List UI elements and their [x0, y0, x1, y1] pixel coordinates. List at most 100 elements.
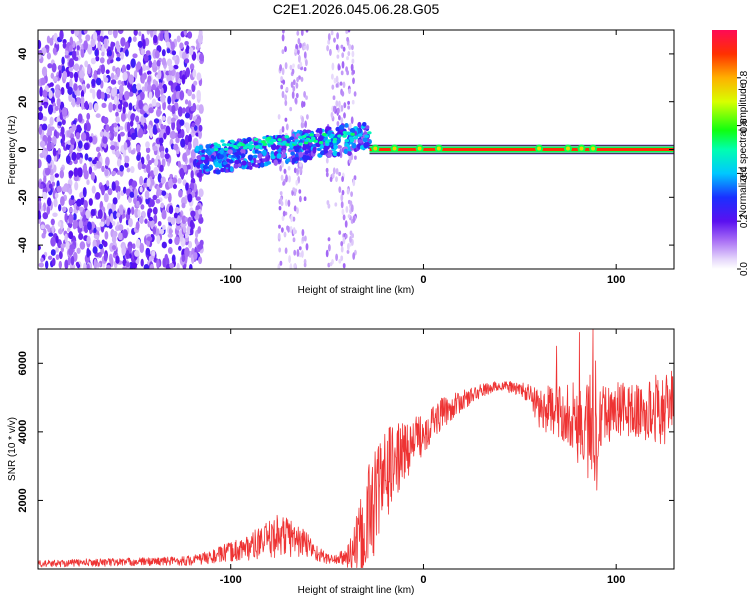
spectrogram-cell — [197, 243, 204, 250]
spectrogram-cell — [142, 63, 147, 72]
spectrogram-cell — [349, 235, 352, 243]
spectrogram-cell — [103, 38, 108, 49]
spectrogram-cell — [110, 140, 115, 147]
spectrogram-cell — [98, 251, 102, 258]
spectrogram-cell — [352, 215, 356, 224]
spectrogram-cell — [140, 48, 145, 56]
spectrogram-cell — [143, 263, 150, 269]
spectrogram-cell — [303, 66, 307, 72]
snr-x-tick-label: -100 — [220, 574, 242, 586]
spectrogram-cell — [186, 122, 190, 133]
spectrogram-cell — [90, 208, 96, 217]
spectrogram-cell — [182, 226, 187, 233]
spectrogram-cell — [221, 143, 227, 147]
spectrogram-cell — [220, 147, 224, 155]
spectrogram-cell — [56, 185, 62, 193]
spectrogram-cell — [290, 151, 295, 156]
spectrogram-cell — [293, 263, 297, 269]
spectrogram-cell — [292, 63, 295, 68]
spectrogram-cell — [302, 145, 307, 151]
spectrogram-cell — [71, 97, 76, 108]
spectrogram-cell — [111, 87, 117, 97]
spectrogram-cell — [40, 77, 46, 86]
spectrogram-cell — [284, 117, 288, 122]
spectrogram-cell — [340, 70, 344, 76]
spectrogram-cell — [343, 112, 346, 119]
spectrogram-cell — [151, 84, 157, 91]
spectrogram-cell — [74, 181, 79, 191]
spectrogram-cell — [160, 87, 164, 96]
spectrogram-cell — [192, 69, 197, 78]
spectrogram-cell — [335, 167, 339, 175]
spectrogram-cell — [253, 141, 259, 146]
spectrogram-cell — [106, 180, 110, 187]
spectrogram-cell — [191, 93, 196, 100]
spectrogram-cell — [189, 219, 194, 229]
spectrogram-cell — [136, 94, 141, 101]
spectrogram-cell — [173, 143, 179, 151]
spectrogram-cell — [284, 135, 289, 139]
spectrogram-cell — [342, 236, 346, 245]
spectrogram-cell — [284, 247, 288, 255]
spectrogram-x-tick-label: 0 — [420, 274, 426, 286]
spectrogram-cell — [191, 122, 196, 128]
snr-x-label: Height of straight line (km) — [298, 585, 415, 596]
spectrogram-cell — [190, 210, 196, 217]
spectrogram-cell — [303, 45, 306, 51]
spectrogram-cell — [167, 247, 173, 254]
spectrogram-cell — [111, 170, 117, 176]
spectrogram-cell — [108, 125, 114, 133]
spectrogram-cell — [45, 260, 49, 269]
spectrogram-cell — [353, 175, 357, 181]
spectrogram-cell — [305, 129, 312, 133]
spectrogram-cell — [336, 145, 342, 149]
spectrogram-cell — [79, 157, 83, 165]
spectrogram-cell — [187, 31, 193, 39]
spectrogram-cell — [93, 103, 99, 112]
spectrogram-cell — [338, 258, 342, 264]
spectrogram-cell — [101, 185, 105, 196]
spectrogram-cell — [281, 67, 285, 76]
spectrogram-cell — [136, 200, 140, 208]
spectrogram-cell — [86, 263, 90, 269]
spectrogram-cell — [325, 157, 329, 164]
spectrogram-cell — [80, 132, 87, 142]
spectrogram-cell — [170, 41, 175, 51]
spectrogram-cell — [331, 62, 335, 71]
spectrogram-cell — [281, 49, 285, 54]
spectrogram-cell — [160, 202, 164, 209]
spectrogram-cell — [104, 168, 109, 177]
spectrogram-cell — [293, 141, 298, 145]
spectrogram-cell — [41, 116, 48, 122]
spectrogram-cell — [122, 71, 128, 81]
spectrogram-cell — [301, 236, 305, 242]
spectrogram-cell — [330, 133, 335, 137]
snr-series-line — [38, 329, 674, 568]
spectrogram-cell — [49, 126, 55, 131]
spectrogram-cell — [41, 191, 48, 200]
tone-perturbation — [537, 146, 542, 151]
spectrogram-cell — [342, 81, 346, 89]
spectrogram-cell — [76, 247, 81, 254]
spectrogram-cell — [252, 154, 258, 159]
spectrogram-cell — [335, 83, 339, 88]
spectrogram-cell — [303, 141, 309, 145]
spectrogram-cell — [145, 141, 150, 149]
spectrogram-cell — [331, 84, 335, 90]
spectrogram-cell — [300, 30, 304, 36]
spectrogram-cell — [352, 69, 355, 75]
snr-y-label: SNR (10 * v/v) — [7, 417, 18, 481]
spectrogram-cell — [114, 95, 118, 105]
spectrogram-cell — [169, 173, 174, 179]
spectrogram-cell — [116, 212, 121, 218]
spectrogram-cell — [299, 161, 302, 168]
spectrogram-cell — [185, 45, 190, 54]
spectrogram-cell — [261, 149, 267, 157]
spectrogram-cell — [88, 157, 93, 162]
spectrogram-cell — [52, 147, 57, 157]
spectrogram-cell — [47, 128, 52, 136]
spectrogram-cell — [186, 164, 191, 170]
spectrogram-cell — [195, 145, 200, 152]
colorbar-gradient — [712, 30, 737, 269]
spectrogram-cell — [342, 134, 347, 138]
